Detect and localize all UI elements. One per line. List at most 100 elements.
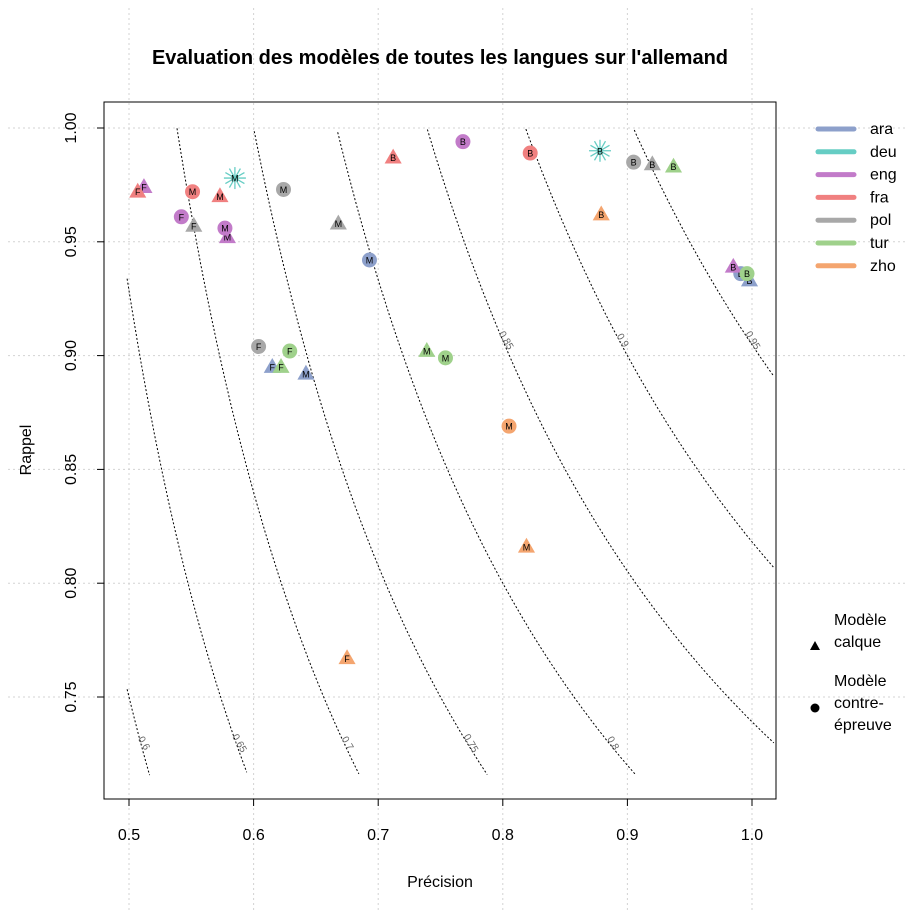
point-label: F bbox=[270, 362, 276, 372]
point-label: M bbox=[302, 369, 310, 379]
f-score-contour-label: 0.65 bbox=[229, 732, 248, 755]
y-tick-label: 0.80 bbox=[63, 568, 80, 599]
point-label: B bbox=[747, 276, 753, 286]
f-score-contour bbox=[426, 129, 775, 744]
plot-frame bbox=[103, 101, 777, 800]
f-score-contour bbox=[253, 131, 488, 775]
f-score-contour-label: 0.6 bbox=[135, 735, 152, 753]
data-point-zho: M bbox=[501, 418, 517, 434]
point-marker-triangle bbox=[724, 257, 742, 273]
data-point-ara: M bbox=[361, 252, 377, 268]
point-label: F bbox=[191, 221, 197, 231]
point-label: M bbox=[216, 192, 224, 202]
f-score-contour bbox=[126, 689, 151, 776]
point-marker-triangle bbox=[185, 216, 203, 232]
f-score-contour bbox=[126, 278, 248, 773]
point-label: F bbox=[256, 342, 262, 352]
shape-legend-triangle-icon bbox=[810, 641, 820, 650]
point-marker-triangle bbox=[297, 364, 315, 380]
point-marker-triangle bbox=[592, 205, 610, 221]
point-label: B bbox=[527, 149, 533, 159]
data-point-fra: F bbox=[129, 182, 147, 198]
legend-label: eng bbox=[870, 167, 897, 184]
data-point-fra: B bbox=[384, 148, 402, 164]
point-marker-triangle bbox=[329, 214, 347, 230]
chart-title: Evaluation des modèles de toutes les lan… bbox=[152, 47, 728, 69]
x-tick-label: 0.7 bbox=[367, 827, 389, 844]
shape-legend-label: contre- bbox=[834, 695, 884, 712]
data-point-eng: F bbox=[173, 209, 189, 225]
point-label: B bbox=[390, 153, 396, 163]
legend-item-zho: zho bbox=[815, 258, 896, 275]
point-label: F bbox=[344, 654, 350, 664]
x-tick-label: 1.0 bbox=[741, 827, 763, 844]
point-marker-triangle bbox=[418, 342, 436, 357]
point-marker-circle bbox=[217, 220, 233, 236]
point-label: F bbox=[141, 183, 147, 193]
x-tick-label: 0.8 bbox=[492, 827, 514, 844]
data-point-tur: F bbox=[282, 343, 298, 359]
data-point-pol: F bbox=[251, 338, 267, 354]
f-score-contour-label: 0.95 bbox=[743, 330, 762, 353]
point-label: M bbox=[189, 187, 197, 197]
legend-label: zho bbox=[870, 258, 896, 275]
point-marker-circle bbox=[173, 209, 189, 225]
point-marker-circle bbox=[251, 338, 267, 354]
data-point-pol: M bbox=[276, 181, 292, 197]
shape-legend-triangle: Modèle calque bbox=[810, 612, 887, 651]
point-marker-star bbox=[590, 144, 610, 157]
point-label: B bbox=[670, 162, 676, 172]
f-score-contour bbox=[337, 132, 636, 775]
shape-legend-label: Modèle bbox=[834, 673, 887, 690]
point-marker-circle bbox=[739, 266, 755, 282]
shape-legend-label: calque bbox=[834, 634, 881, 651]
f-score-contour bbox=[525, 128, 775, 569]
point-marker-triangle bbox=[218, 228, 236, 244]
point-marker-triangle bbox=[272, 357, 290, 373]
data-point-pol: B bbox=[626, 154, 642, 170]
point-marker-circle bbox=[437, 350, 453, 366]
point-label: B bbox=[597, 146, 603, 156]
data-point-pol: M bbox=[329, 214, 347, 230]
point-label: B bbox=[598, 210, 604, 220]
point-marker-circle bbox=[361, 252, 377, 268]
legend-item-tur: tur bbox=[815, 235, 889, 252]
point-marker-triangle bbox=[384, 148, 402, 164]
f-score-contour-label: 0.8 bbox=[604, 735, 621, 753]
point-marker-circle bbox=[276, 181, 292, 197]
shape-legend-label: épreuve bbox=[834, 717, 892, 734]
y-axis-label: Rappel bbox=[18, 425, 35, 476]
legend: ara deu eng fra pol tur zho Modèle calque Modèle c… bbox=[810, 121, 897, 734]
point-marker-circle bbox=[185, 184, 201, 200]
point-label: M bbox=[366, 256, 374, 266]
point-label: M bbox=[280, 185, 288, 195]
point-marker-triangle bbox=[517, 537, 536, 553]
axes-layer: 0.5 0.6 0.7 0.8 0.9 1.0 0.75 0.80 0.85 0.90 0.95 1.… bbox=[63, 112, 763, 844]
point-marker-circle bbox=[522, 145, 538, 161]
point-label: M bbox=[335, 219, 343, 229]
y-tick-label: 0.95 bbox=[63, 226, 80, 257]
data-point-fra: M bbox=[185, 184, 201, 200]
data-point-eng: B bbox=[455, 134, 471, 150]
point-label: B bbox=[460, 137, 466, 147]
point-label: M bbox=[423, 347, 431, 357]
point-label: M bbox=[442, 353, 450, 363]
data-point-eng: B bbox=[724, 257, 742, 273]
point-marker-circle bbox=[455, 134, 471, 150]
data-point-fra: M bbox=[211, 187, 229, 203]
point-label: B bbox=[730, 262, 736, 272]
point-label: M bbox=[505, 422, 513, 432]
point-label: F bbox=[287, 347, 293, 357]
point-marker-star bbox=[225, 172, 245, 185]
point-marker-circle bbox=[501, 418, 517, 434]
point-label: M bbox=[231, 174, 239, 184]
point-marker-circle bbox=[282, 343, 298, 359]
y-tick-label: 0.90 bbox=[63, 340, 80, 371]
shape-legend-circle: Modèle contre-épreuve bbox=[810, 673, 892, 734]
data-point-ara: M bbox=[297, 364, 315, 380]
point-marker-triangle bbox=[211, 187, 229, 203]
data-point-tur: B bbox=[664, 157, 683, 173]
legend-label: fra bbox=[870, 189, 889, 206]
legend-label: pol bbox=[870, 212, 891, 229]
data-point-tur: M bbox=[418, 342, 436, 357]
